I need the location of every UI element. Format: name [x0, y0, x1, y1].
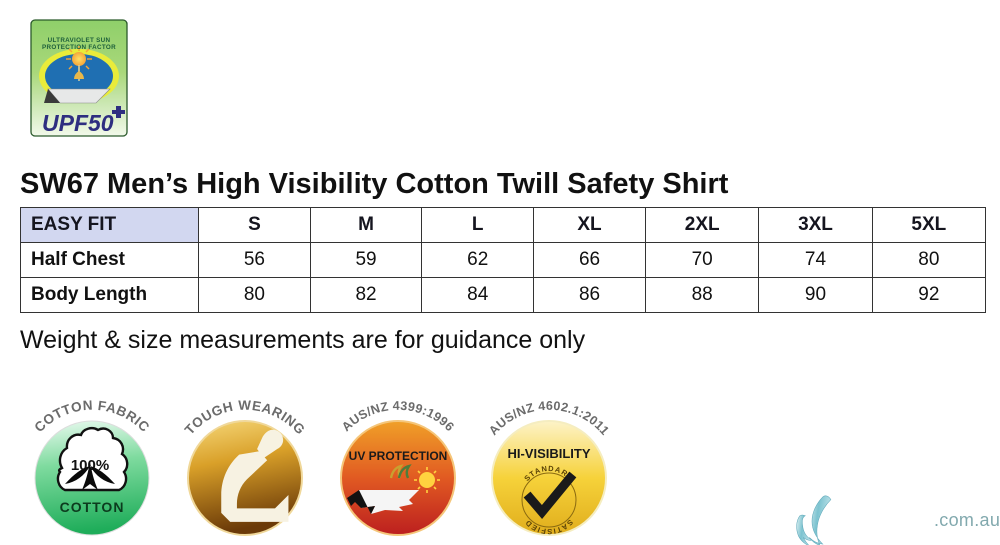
- svg-text:ULTRAVIOLET SUN: ULTRAVIOLET SUN: [48, 37, 111, 44]
- svg-text:HI-VISIBILITY: HI-VISIBILITY: [507, 446, 590, 461]
- svg-text:UV PROTECTION: UV PROTECTION: [349, 449, 448, 463]
- svg-text:PROTECTION FACTOR: PROTECTION FACTOR: [42, 44, 116, 51]
- svg-text:COTTON: COTTON: [60, 499, 125, 515]
- svg-text:UPF50: UPF50: [42, 110, 114, 136]
